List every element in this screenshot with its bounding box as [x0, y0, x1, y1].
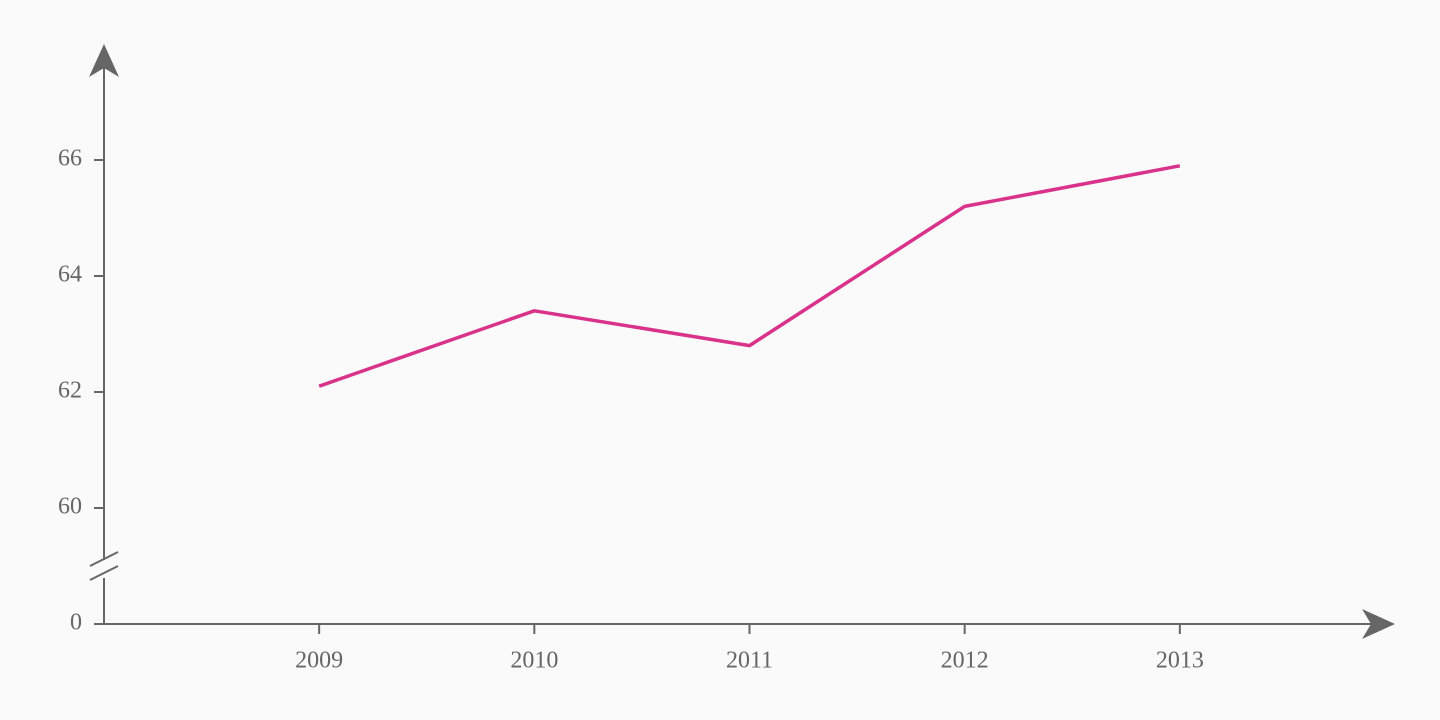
y-tick-label: 60: [58, 494, 82, 520]
x-axis-arrow: [1362, 609, 1395, 639]
y-tick-label: 0: [70, 610, 82, 636]
data-line: [318, 164, 1181, 388]
axis-break: [89, 565, 119, 581]
axis-break: [89, 551, 119, 567]
x-tick-label: 2013: [1156, 648, 1204, 674]
x-tick-label: 2009: [295, 648, 343, 674]
y-axis-arrow: [89, 44, 119, 77]
x-tick-label: 2011: [726, 648, 773, 674]
x-tick-label: 2012: [941, 648, 989, 674]
y-tick-label: 64: [58, 262, 82, 288]
y-tick-label: 62: [58, 378, 82, 404]
x-tick-label: 2010: [510, 648, 558, 674]
y-tick-label: 66: [58, 146, 82, 172]
